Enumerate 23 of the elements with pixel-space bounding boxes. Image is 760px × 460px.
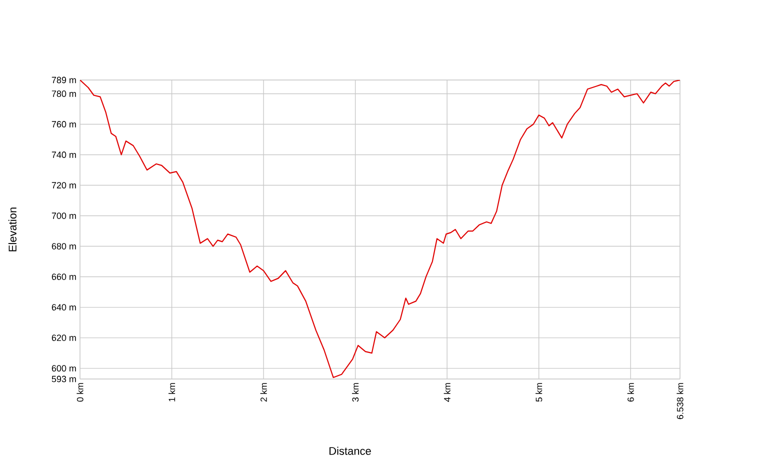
y-tick-label: 780 m <box>52 90 76 97</box>
y-tick-label: 620 m <box>52 334 76 341</box>
y-tick-label: 760 m <box>52 121 76 128</box>
x-tick-label: 2 km <box>260 383 267 402</box>
x-tick-label: 6 km <box>627 383 634 402</box>
y-axis-title: Elevation <box>8 208 16 252</box>
x-tick-label: 6.538 km <box>676 383 684 420</box>
y-tick-label: 740 m <box>52 152 76 158</box>
x-tick-label: 1 km <box>168 383 176 402</box>
y-tick-label: 680 m <box>52 243 76 250</box>
y-tick-label: 660 m <box>52 274 76 280</box>
y-tick-label: 600 m <box>52 365 76 372</box>
y-tick-label: 593 m <box>52 376 76 382</box>
x-tick-label: 3 km <box>352 383 359 402</box>
y-tick-label: 700 m <box>52 212 76 219</box>
y-tick-label: 720 m <box>52 182 76 188</box>
x-tick-label: 5 km <box>536 383 542 402</box>
x-axis-title: Distance <box>330 446 371 455</box>
y-tick-label: 640 m <box>52 304 76 310</box>
x-tick-label: 0 km <box>76 383 84 402</box>
x-tick-label: 4 km <box>444 383 450 402</box>
line-series <box>80 80 680 378</box>
y-tick-label: 789 m <box>52 76 76 84</box>
